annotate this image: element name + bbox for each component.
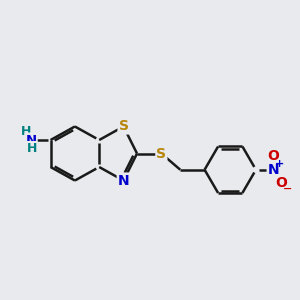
Text: −: − bbox=[283, 184, 292, 194]
Text: N: N bbox=[268, 163, 279, 177]
Text: N: N bbox=[26, 134, 37, 146]
Text: H: H bbox=[26, 142, 37, 154]
Text: O: O bbox=[276, 176, 287, 190]
Text: S: S bbox=[118, 119, 128, 134]
Text: O: O bbox=[268, 149, 279, 163]
Text: N: N bbox=[118, 173, 129, 188]
Text: S: S bbox=[156, 146, 166, 161]
Text: +: + bbox=[275, 159, 284, 169]
Text: H: H bbox=[21, 125, 32, 138]
